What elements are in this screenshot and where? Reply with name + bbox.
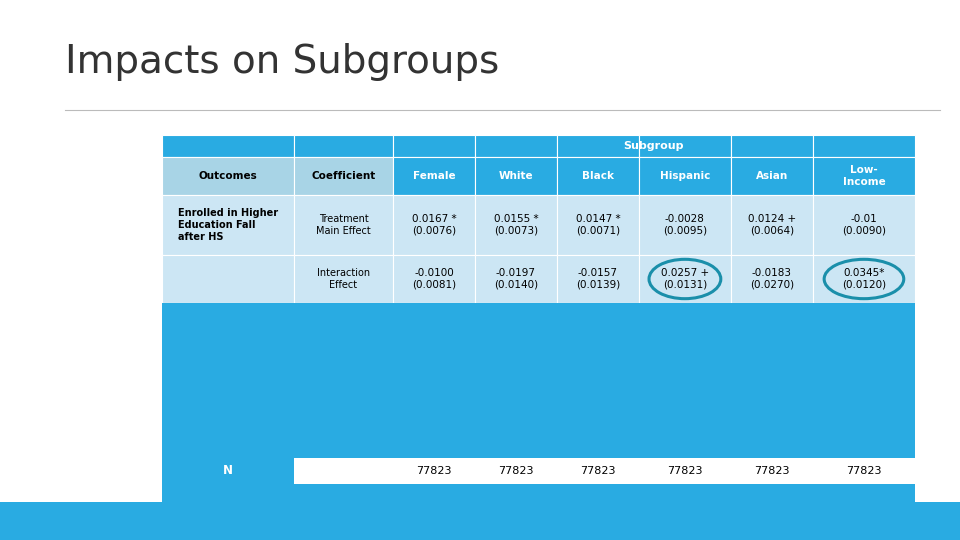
Text: White: White <box>498 171 533 181</box>
FancyBboxPatch shape <box>813 255 915 303</box>
Text: -0.0157
(0.0139): -0.0157 (0.0139) <box>576 268 620 290</box>
Text: Treatment
Main Effect: Treatment Main Effect <box>316 214 371 236</box>
Text: 0.0147 *
(0.0071): 0.0147 * (0.0071) <box>576 214 620 236</box>
FancyBboxPatch shape <box>393 195 475 255</box>
Text: Interaction
Effect: Interaction Effect <box>317 268 371 290</box>
FancyBboxPatch shape <box>475 157 557 195</box>
Text: 77823: 77823 <box>755 466 790 476</box>
Text: 0.0345*
(0.0120): 0.0345* (0.0120) <box>842 268 886 290</box>
FancyBboxPatch shape <box>162 255 294 303</box>
FancyBboxPatch shape <box>557 195 639 255</box>
FancyBboxPatch shape <box>475 255 557 303</box>
Text: Impacts on Subgroups: Impacts on Subgroups <box>65 43 499 81</box>
FancyBboxPatch shape <box>294 157 393 195</box>
FancyBboxPatch shape <box>731 157 813 195</box>
FancyBboxPatch shape <box>393 157 475 195</box>
Text: Enrolled in Higher
Education Fall
after HS: Enrolled in Higher Education Fall after … <box>178 208 278 241</box>
FancyBboxPatch shape <box>731 458 813 484</box>
FancyBboxPatch shape <box>294 255 393 303</box>
Text: 0.0257 +
(0.0131): 0.0257 + (0.0131) <box>660 268 709 290</box>
FancyBboxPatch shape <box>639 157 731 195</box>
Text: 77823: 77823 <box>580 466 615 476</box>
Text: 0.0155 *
(0.0073): 0.0155 * (0.0073) <box>493 214 539 236</box>
FancyBboxPatch shape <box>162 135 294 157</box>
Text: Female: Female <box>413 171 455 181</box>
FancyBboxPatch shape <box>393 255 475 303</box>
Text: -0.0028
(0.0095): -0.0028 (0.0095) <box>662 214 707 236</box>
FancyBboxPatch shape <box>294 458 393 484</box>
Text: 0.0124 +
(0.0064): 0.0124 + (0.0064) <box>748 214 796 236</box>
Text: Hispanic: Hispanic <box>660 171 710 181</box>
FancyBboxPatch shape <box>162 484 915 502</box>
FancyBboxPatch shape <box>162 157 294 195</box>
Text: 77823: 77823 <box>846 466 881 476</box>
FancyBboxPatch shape <box>639 255 731 303</box>
Text: Low-
Income: Low- Income <box>843 165 885 187</box>
Text: Coefficient: Coefficient <box>311 171 375 181</box>
FancyBboxPatch shape <box>475 135 557 157</box>
FancyBboxPatch shape <box>0 502 960 540</box>
FancyBboxPatch shape <box>639 135 731 157</box>
FancyBboxPatch shape <box>557 255 639 303</box>
Text: -0.0197
(0.0140): -0.0197 (0.0140) <box>493 268 538 290</box>
FancyBboxPatch shape <box>731 195 813 255</box>
FancyBboxPatch shape <box>475 195 557 255</box>
Text: -0.01
(0.0090): -0.01 (0.0090) <box>842 214 886 236</box>
Text: 77823: 77823 <box>417 466 451 476</box>
FancyBboxPatch shape <box>731 255 813 303</box>
Text: Asian: Asian <box>756 171 788 181</box>
FancyBboxPatch shape <box>162 195 294 255</box>
Text: -0.0183
(0.0270): -0.0183 (0.0270) <box>750 268 794 290</box>
Text: 0.0167 *
(0.0076): 0.0167 * (0.0076) <box>412 214 456 236</box>
Text: 77823: 77823 <box>498 466 534 476</box>
FancyBboxPatch shape <box>393 458 475 484</box>
Text: Subgroup: Subgroup <box>624 141 684 151</box>
FancyBboxPatch shape <box>294 135 393 157</box>
Text: Black: Black <box>582 171 613 181</box>
Text: Outcomes: Outcomes <box>199 171 257 181</box>
FancyBboxPatch shape <box>557 157 639 195</box>
FancyBboxPatch shape <box>557 458 639 484</box>
Text: 77823: 77823 <box>667 466 703 476</box>
FancyBboxPatch shape <box>813 458 915 484</box>
Text: N: N <box>223 464 233 477</box>
FancyBboxPatch shape <box>393 135 475 157</box>
FancyBboxPatch shape <box>813 157 915 195</box>
FancyBboxPatch shape <box>475 458 557 484</box>
FancyBboxPatch shape <box>162 458 294 484</box>
FancyBboxPatch shape <box>813 135 915 157</box>
Text: -0.0100
(0.0081): -0.0100 (0.0081) <box>412 268 456 290</box>
FancyBboxPatch shape <box>162 303 915 458</box>
FancyBboxPatch shape <box>731 135 813 157</box>
FancyBboxPatch shape <box>639 195 731 255</box>
FancyBboxPatch shape <box>639 458 731 484</box>
FancyBboxPatch shape <box>557 135 639 157</box>
FancyBboxPatch shape <box>813 195 915 255</box>
FancyBboxPatch shape <box>294 195 393 255</box>
